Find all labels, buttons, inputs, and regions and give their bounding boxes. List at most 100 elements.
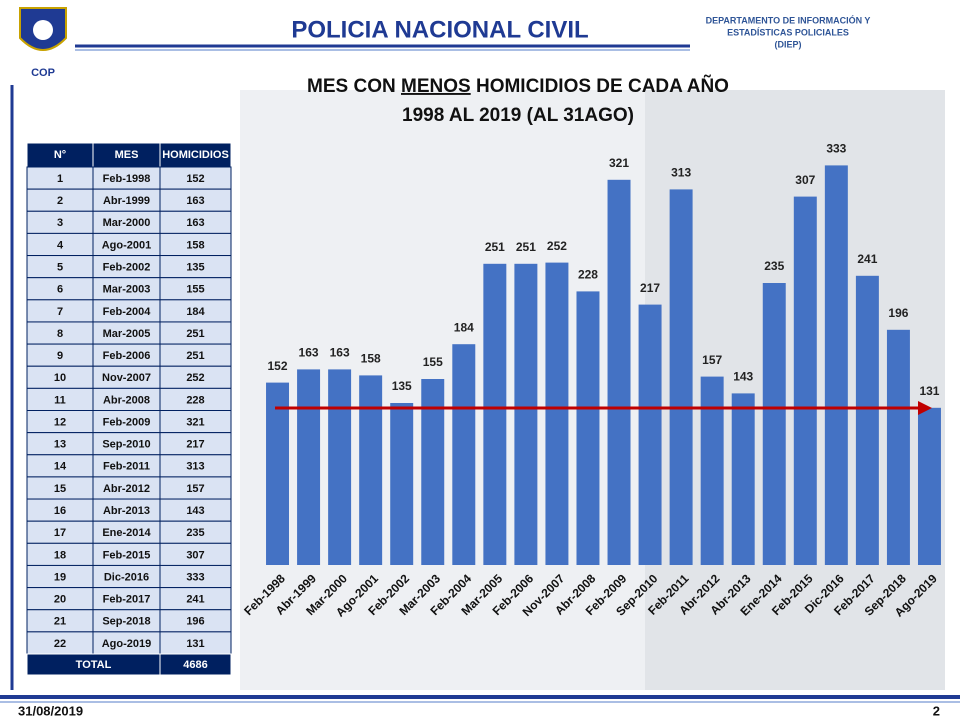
cell-text: Mar-2000 bbox=[103, 217, 151, 229]
arrow-head bbox=[918, 401, 932, 415]
data-label: 241 bbox=[857, 252, 877, 266]
cell-text: 131 bbox=[186, 638, 204, 650]
cell-text: 163 bbox=[186, 195, 204, 207]
cell-text: Feb-2015 bbox=[103, 549, 151, 561]
header-cell bbox=[159, 142, 232, 168]
data-label: 321 bbox=[609, 156, 629, 170]
data-label: 313 bbox=[671, 166, 691, 180]
bar bbox=[824, 165, 848, 565]
cell-text: Feb-2009 bbox=[103, 416, 151, 428]
data-label: 131 bbox=[919, 384, 939, 398]
cell-text: Ago-2001 bbox=[102, 239, 152, 251]
cell-text: Dic-2016 bbox=[104, 571, 149, 583]
data-label: 155 bbox=[423, 355, 443, 369]
department: ESTADÍSTICAS POLICIALES bbox=[727, 27, 849, 37]
bar bbox=[669, 189, 693, 565]
data-label: 196 bbox=[888, 306, 908, 320]
cell-text: 15 bbox=[54, 483, 66, 495]
cell-text: 13 bbox=[54, 439, 66, 451]
data-label: 251 bbox=[485, 240, 505, 254]
cell-text: 11 bbox=[54, 394, 66, 406]
cell-text: 19 bbox=[54, 571, 66, 583]
cell-text: 3 bbox=[57, 217, 63, 229]
data-label: 333 bbox=[826, 142, 846, 156]
cell-text: 241 bbox=[186, 594, 204, 606]
bar bbox=[514, 263, 538, 565]
bar bbox=[607, 179, 631, 566]
logo-emblem bbox=[33, 20, 53, 40]
bar bbox=[483, 263, 507, 565]
cell-text: 5 bbox=[57, 262, 63, 274]
title-part: MENOS bbox=[401, 76, 471, 97]
cell-text: 196 bbox=[186, 616, 204, 628]
bar bbox=[328, 369, 352, 565]
data-label: 228 bbox=[578, 268, 598, 282]
cell-text: Feb-2006 bbox=[103, 350, 151, 362]
data-label: 235 bbox=[764, 259, 784, 273]
cell-text: 18 bbox=[54, 549, 66, 561]
total-cell bbox=[159, 653, 232, 676]
cell-text: Abr-2013 bbox=[103, 505, 150, 517]
cell-text: Mar-2005 bbox=[103, 328, 151, 340]
cell-text: 228 bbox=[186, 394, 204, 406]
bar bbox=[359, 375, 383, 565]
cell-text: 1 bbox=[57, 173, 63, 185]
cell-text: Feb-2002 bbox=[103, 262, 151, 274]
cell-text: 307 bbox=[186, 549, 204, 561]
data-label: 158 bbox=[361, 352, 381, 366]
cell-text: 6 bbox=[57, 284, 63, 296]
department: DEPARTAMENTO DE INFORMACIÓN Y bbox=[706, 14, 871, 25]
cell-text: 20 bbox=[54, 594, 66, 606]
bar bbox=[452, 344, 476, 565]
bar bbox=[576, 291, 600, 565]
bar bbox=[421, 379, 445, 565]
data-label: 307 bbox=[795, 173, 815, 187]
data-label: 163 bbox=[330, 346, 350, 360]
bar bbox=[638, 304, 662, 565]
chart-title: MES CON MENOS HOMICIDIOS DE CADA AÑO bbox=[307, 75, 729, 97]
cell-text: Nov-2007 bbox=[102, 372, 151, 384]
cell-text: 10 bbox=[54, 372, 66, 384]
cell-text: 8 bbox=[57, 328, 63, 340]
cell-text: 14 bbox=[54, 461, 67, 473]
cell-text: Mar-2003 bbox=[103, 284, 151, 296]
total-value: 4686 bbox=[183, 659, 207, 671]
data-label: 163 bbox=[299, 346, 319, 360]
cell-text: Ago-2019 bbox=[102, 638, 152, 650]
cell-text: 217 bbox=[186, 439, 204, 451]
footer-date: 31/08/2019 bbox=[18, 703, 83, 718]
cell-text: Ene-2014 bbox=[102, 527, 151, 539]
header-title: POLICIA NACIONAL CIVIL bbox=[291, 16, 588, 43]
cell-text: Feb-2017 bbox=[103, 594, 151, 606]
cell-text: Feb-1998 bbox=[103, 173, 151, 185]
title-part: HOMICIDIOS DE CADA AÑO bbox=[471, 75, 729, 97]
cell-text: 22 bbox=[54, 638, 66, 650]
cell-text: Sep-2018 bbox=[102, 616, 150, 628]
cell-text: 9 bbox=[57, 350, 63, 362]
cell-text: 163 bbox=[186, 217, 204, 229]
cell-text: 135 bbox=[186, 262, 204, 274]
cell-text: 2 bbox=[57, 195, 63, 207]
column-header: MES bbox=[115, 149, 139, 161]
bar bbox=[793, 196, 817, 565]
column-header: N° bbox=[54, 149, 66, 161]
cell-text: 333 bbox=[186, 571, 204, 583]
page-number: 2 bbox=[933, 703, 940, 718]
data-label: 217 bbox=[640, 281, 660, 295]
data-label: 152 bbox=[268, 359, 288, 373]
cell-text: 143 bbox=[186, 505, 204, 517]
chart-subtitle: 1998 AL 2019 (AL 31AGO) bbox=[402, 105, 634, 126]
bar bbox=[390, 403, 414, 565]
cell-text: Abr-1999 bbox=[103, 195, 150, 207]
column-header: HOMICIDIOS bbox=[162, 149, 229, 161]
data-label: 143 bbox=[733, 370, 753, 384]
bar bbox=[886, 329, 910, 565]
cell-text: 235 bbox=[186, 527, 204, 539]
data-label: 157 bbox=[702, 353, 722, 367]
cell-text: 16 bbox=[54, 505, 66, 517]
cell-text: 21 bbox=[54, 616, 66, 628]
bar bbox=[297, 369, 321, 565]
cell-text: 158 bbox=[186, 239, 204, 251]
data-label: 184 bbox=[454, 320, 474, 334]
